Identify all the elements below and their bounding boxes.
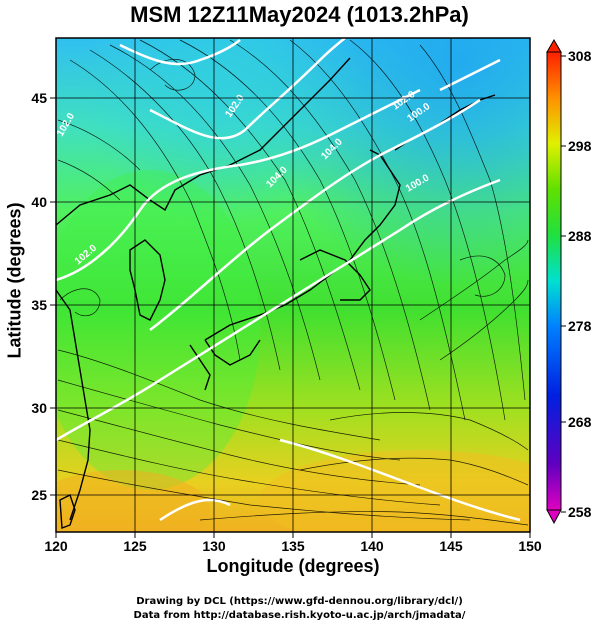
colorbar-max-arrow [546, 39, 562, 53]
x-tick-label: 135 [281, 538, 305, 554]
y-tick-label: 30 [31, 400, 47, 416]
y-tick-label: 40 [31, 194, 47, 210]
y-tick-label: 45 [31, 90, 47, 106]
x-tick-label: 130 [202, 538, 226, 554]
colorbar-label: 298 [568, 138, 592, 154]
gridlines [56, 38, 530, 532]
credit-data: Data from http://database.rish.kyoto-u.a… [133, 610, 466, 621]
colorbar-label: 268 [568, 414, 592, 430]
y-axis-label: Latitude (degrees) [4, 202, 25, 359]
colorbar-label: 278 [568, 318, 592, 334]
colorbar-labels: 308 298 288 278 268 258 [568, 48, 592, 520]
chart-title: MSM 12Z11May2024 (1013.2hPa) [130, 2, 469, 27]
y-tick-label: 25 [31, 487, 47, 503]
x-tick-label: 120 [44, 538, 68, 554]
wind-streamlines [57, 39, 529, 526]
colorbar [546, 39, 566, 525]
x-tick-label: 150 [518, 538, 542, 554]
credit-drawing: Drawing by DCL (https://www.gfd-dennou.o… [136, 596, 463, 607]
x-tick-label: 140 [360, 538, 384, 554]
x-tick-labels: 120 125 130 135 140 145 150 [44, 538, 542, 554]
axis-ticks [50, 97, 531, 538]
colorbar-min-arrow [546, 509, 562, 525]
y-tick-label: 35 [31, 297, 47, 313]
y-tick-labels: 45 40 35 30 25 [31, 90, 47, 503]
x-axis-label: Longitude (degrees) [206, 556, 380, 576]
colorbar-label: 308 [568, 48, 592, 64]
x-tick-label: 125 [123, 538, 147, 554]
colorbar-label: 258 [568, 504, 592, 520]
colorbar-label: 288 [568, 228, 592, 244]
x-tick-label: 145 [439, 538, 463, 554]
